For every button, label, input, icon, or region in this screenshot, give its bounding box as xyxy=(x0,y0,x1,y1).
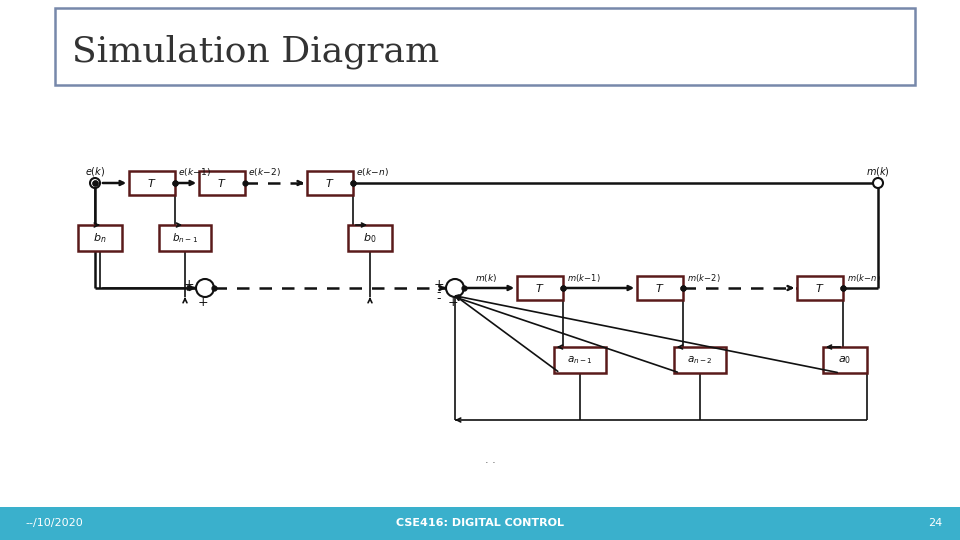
Text: $b_n$: $b_n$ xyxy=(93,231,107,245)
FancyBboxPatch shape xyxy=(674,347,726,373)
Text: . .: . . xyxy=(485,455,495,465)
Text: $e(k\!-\!1)$: $e(k\!-\!1)$ xyxy=(178,166,211,178)
Text: $b_{n-1}$: $b_{n-1}$ xyxy=(172,231,198,245)
Circle shape xyxy=(90,178,100,188)
Text: $a_0$: $a_0$ xyxy=(838,354,852,366)
Text: $a_{n-1}$: $a_{n-1}$ xyxy=(567,354,593,366)
FancyBboxPatch shape xyxy=(307,171,353,195)
FancyBboxPatch shape xyxy=(55,8,915,85)
Circle shape xyxy=(446,279,464,297)
Text: $m(k\!-\!2)$: $m(k\!-\!2)$ xyxy=(687,272,721,284)
Text: $T$: $T$ xyxy=(656,282,664,294)
FancyBboxPatch shape xyxy=(637,276,683,300)
Text: +: + xyxy=(447,295,458,308)
FancyBboxPatch shape xyxy=(159,225,211,251)
Circle shape xyxy=(196,279,214,297)
FancyBboxPatch shape xyxy=(0,507,960,540)
Text: $T$: $T$ xyxy=(147,177,156,189)
Text: +: + xyxy=(198,295,208,308)
Circle shape xyxy=(873,178,883,188)
FancyBboxPatch shape xyxy=(797,276,843,300)
Text: $T$: $T$ xyxy=(217,177,227,189)
Text: --/10/2020: --/10/2020 xyxy=(25,518,83,528)
Text: $T$: $T$ xyxy=(536,282,544,294)
Text: $e(k\!-\!2)$: $e(k\!-\!2)$ xyxy=(248,166,281,178)
Text: $m(k)$: $m(k)$ xyxy=(866,165,890,179)
Text: $m(k\!-\!n)$: $m(k\!-\!n)$ xyxy=(847,272,880,284)
Text: -: - xyxy=(437,293,442,306)
FancyBboxPatch shape xyxy=(823,347,867,373)
FancyBboxPatch shape xyxy=(348,225,392,251)
Text: Simulation Diagram: Simulation Diagram xyxy=(72,35,440,69)
FancyBboxPatch shape xyxy=(554,347,606,373)
Text: $b_0$: $b_0$ xyxy=(363,231,376,245)
Text: +: + xyxy=(183,279,194,292)
Text: $T$: $T$ xyxy=(325,177,335,189)
Text: $m(k)$: $m(k)$ xyxy=(475,272,497,284)
Text: +: + xyxy=(434,279,444,292)
Text: $e(k)$: $e(k)$ xyxy=(84,165,106,179)
FancyBboxPatch shape xyxy=(517,276,563,300)
Text: $a_{n-2}$: $a_{n-2}$ xyxy=(687,354,713,366)
Text: $e(k\!-\!n)$: $e(k\!-\!n)$ xyxy=(356,166,389,178)
Text: 24: 24 xyxy=(928,518,942,528)
Text: $T$: $T$ xyxy=(815,282,825,294)
Text: $m(k\!-\!1)$: $m(k\!-\!1)$ xyxy=(567,272,601,284)
FancyBboxPatch shape xyxy=(129,171,175,195)
Text: -: - xyxy=(437,287,442,300)
FancyBboxPatch shape xyxy=(199,171,245,195)
FancyBboxPatch shape xyxy=(78,225,122,251)
Text: CSE416: DIGITAL CONTROL: CSE416: DIGITAL CONTROL xyxy=(396,518,564,528)
